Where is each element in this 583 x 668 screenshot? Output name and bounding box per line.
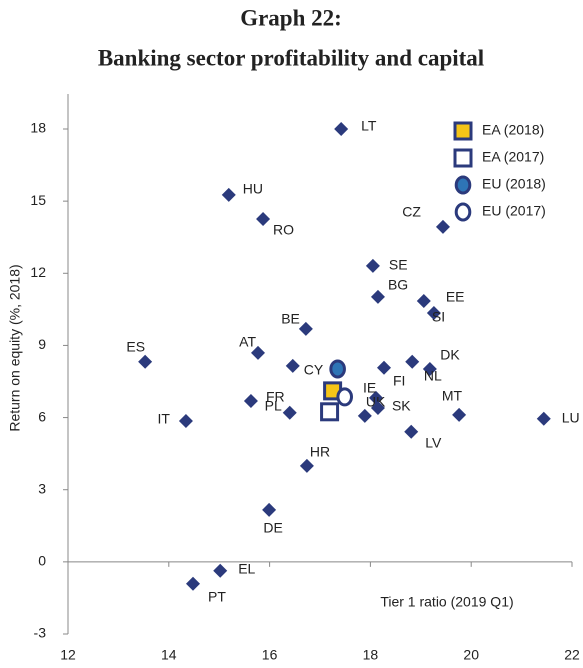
legend-marker: [453, 121, 473, 141]
point-label: EE: [446, 289, 465, 305]
point-label: LV: [425, 434, 442, 450]
point: [256, 211, 271, 226]
point: [370, 289, 385, 304]
legend-marker: [453, 148, 473, 168]
legend-label: EU (2018): [482, 176, 546, 192]
point: [298, 321, 313, 336]
point: [357, 408, 372, 423]
legend-marker: [454, 202, 472, 222]
point: [334, 122, 349, 136]
y-tick-label: 6: [38, 408, 46, 424]
point: [368, 390, 383, 405]
point: [262, 502, 277, 517]
legend-label: EA (2017): [482, 149, 544, 165]
point: [178, 413, 193, 428]
point-label: FI: [393, 372, 405, 388]
point: [251, 345, 266, 360]
point-label: MT: [442, 388, 463, 404]
point: [185, 576, 200, 591]
point-label: CY: [304, 362, 324, 378]
point: [365, 258, 380, 273]
y-tick-label: 0: [38, 553, 46, 569]
x-tick-label: 18: [363, 647, 379, 663]
x-tick-label: 12: [60, 647, 76, 663]
point-label: SE: [389, 257, 408, 273]
point: [138, 354, 153, 369]
x-tick-label: 16: [262, 647, 278, 663]
chart-title: Graph 22:: [240, 5, 342, 30]
point: [452, 407, 467, 422]
y-tick-label: 15: [30, 192, 46, 208]
point-label: AT: [239, 334, 256, 350]
point-label: IT: [157, 411, 170, 427]
point-label: NL: [424, 368, 442, 384]
point: [320, 402, 340, 422]
point: [336, 387, 353, 407]
point-label: LT: [361, 118, 377, 134]
legend-marker: [454, 175, 472, 195]
point: [285, 358, 300, 373]
x-axis-label: Tier 1 ratio (2019 Q1): [380, 594, 513, 610]
y-axis-label: Return on equity (%, 2018): [7, 264, 23, 431]
point: [299, 458, 314, 473]
x-tick-label: 20: [463, 647, 479, 663]
y-tick-label: 18: [30, 120, 46, 136]
x-tick-label: 14: [161, 647, 177, 663]
point: [213, 563, 228, 578]
legend-label: EA (2018): [482, 122, 544, 138]
point: [377, 360, 392, 375]
point-label: BE: [281, 311, 300, 327]
x-tick-label: 22: [564, 647, 580, 663]
point-label: PL: [265, 397, 282, 413]
point-label: EL: [238, 560, 255, 576]
legend-label: EU (2017): [482, 203, 546, 219]
chart-subtitle: Banking sector profitability and capital: [98, 45, 484, 70]
point-label: IE: [363, 380, 376, 396]
y-tick-label: 12: [30, 264, 46, 280]
point: [370, 400, 385, 415]
y-tick-label: -3: [34, 625, 47, 641]
point: [435, 219, 450, 234]
point-label: BG: [388, 277, 408, 293]
point: [243, 393, 258, 408]
point-label: FR: [266, 389, 285, 405]
point: [329, 359, 346, 379]
y-tick-label: 9: [38, 336, 46, 352]
point: [221, 187, 236, 202]
point-label: PT: [208, 588, 226, 604]
point: [405, 354, 420, 369]
point-label: ES: [126, 338, 145, 354]
point-label: DE: [263, 520, 282, 536]
point: [282, 405, 297, 420]
point: [404, 424, 419, 439]
point: [536, 411, 551, 426]
point-label: CZ: [402, 204, 421, 220]
point-label: RO: [273, 222, 294, 238]
point-label: LU: [562, 409, 580, 425]
point-label: HR: [310, 444, 330, 460]
point: [426, 305, 441, 320]
point: [422, 361, 437, 376]
point-label: HU: [243, 181, 263, 197]
y-tick-label: 3: [38, 480, 46, 496]
point-label: SI: [432, 309, 445, 325]
point-label: DK: [440, 346, 460, 362]
point-label: SK: [392, 398, 411, 414]
point: [416, 293, 431, 308]
